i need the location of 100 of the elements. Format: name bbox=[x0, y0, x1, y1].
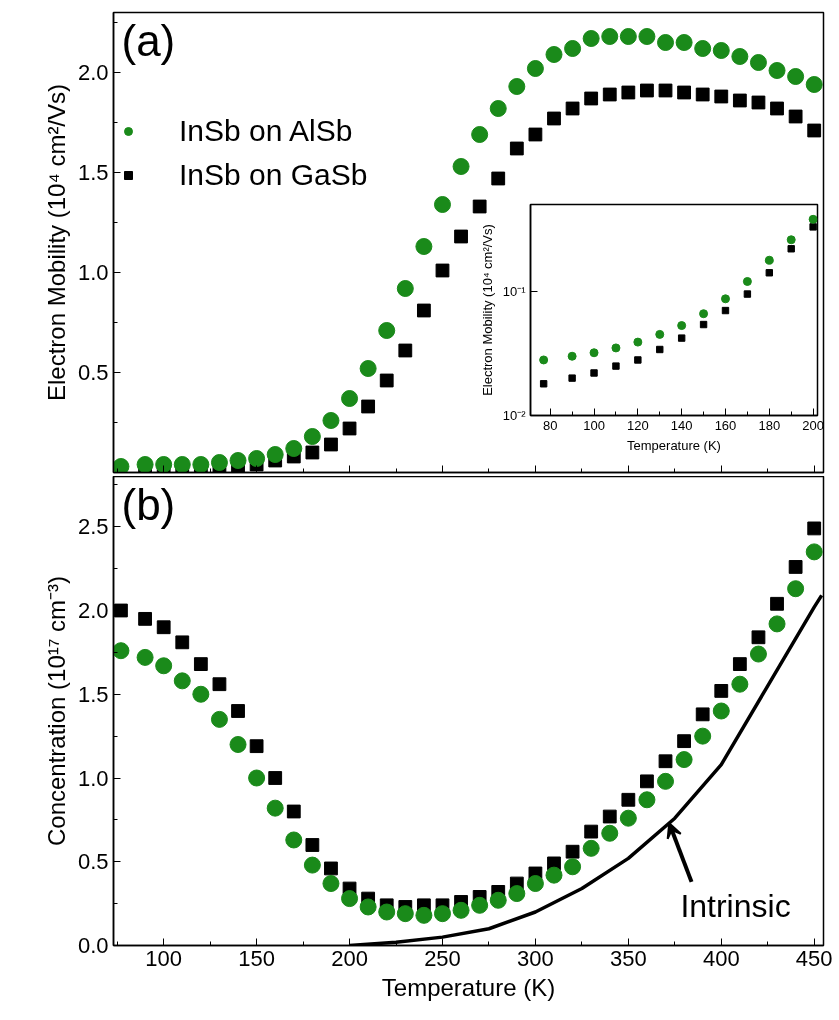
point bbox=[768, 615, 786, 633]
point bbox=[136, 648, 154, 666]
point bbox=[612, 362, 620, 370]
point bbox=[452, 158, 470, 175]
point bbox=[621, 85, 636, 100]
point bbox=[677, 321, 687, 331]
point bbox=[396, 280, 414, 297]
point bbox=[491, 171, 506, 186]
point bbox=[567, 351, 577, 361]
y-tick-label: 0.5 bbox=[77, 849, 109, 875]
point bbox=[699, 320, 708, 329]
point bbox=[712, 42, 730, 59]
point bbox=[601, 28, 619, 45]
point bbox=[415, 238, 433, 255]
point bbox=[471, 126, 489, 143]
point bbox=[619, 28, 637, 45]
point bbox=[712, 702, 730, 720]
x-tick-label: 300 bbox=[517, 945, 554, 971]
point bbox=[398, 343, 413, 358]
x-tick-label: 160 bbox=[714, 417, 737, 433]
point bbox=[452, 901, 470, 919]
point bbox=[582, 30, 600, 47]
point bbox=[229, 736, 247, 753]
point bbox=[675, 751, 693, 769]
point bbox=[547, 111, 561, 126]
point bbox=[249, 739, 264, 754]
point bbox=[526, 875, 544, 893]
point bbox=[699, 309, 709, 319]
point bbox=[568, 374, 576, 382]
point bbox=[489, 891, 507, 909]
point bbox=[266, 799, 284, 817]
point bbox=[788, 560, 803, 574]
annotation: (b) bbox=[121, 479, 176, 529]
point bbox=[565, 844, 580, 859]
point bbox=[341, 390, 359, 407]
point bbox=[361, 399, 376, 414]
point bbox=[192, 685, 210, 703]
y-tick-label: 1.0 bbox=[77, 765, 109, 791]
y-tick-label: 0.5 bbox=[77, 360, 109, 385]
point bbox=[416, 303, 431, 318]
point bbox=[770, 596, 784, 611]
point bbox=[751, 630, 766, 645]
point bbox=[786, 235, 796, 245]
x-tick-label: 180 bbox=[758, 417, 781, 433]
point bbox=[638, 28, 656, 45]
x-tick-label: 120 bbox=[627, 417, 649, 433]
point bbox=[564, 858, 582, 876]
point bbox=[545, 866, 563, 884]
point bbox=[677, 734, 691, 749]
point bbox=[749, 54, 767, 71]
point bbox=[619, 809, 637, 827]
x-tick-label: 100 bbox=[583, 417, 605, 433]
y-tick-label: 1.0 bbox=[77, 260, 109, 285]
point bbox=[749, 645, 767, 663]
point bbox=[322, 875, 340, 893]
y-tick-label: 1.5 bbox=[77, 681, 109, 707]
point bbox=[396, 905, 414, 923]
point bbox=[113, 642, 130, 660]
x-tick-label: 140 bbox=[670, 417, 693, 433]
point bbox=[694, 40, 712, 57]
point bbox=[695, 87, 710, 102]
point bbox=[509, 141, 524, 156]
point bbox=[742, 276, 752, 286]
point bbox=[433, 196, 451, 213]
point bbox=[268, 771, 283, 785]
point bbox=[751, 95, 766, 110]
point bbox=[489, 100, 507, 117]
point bbox=[640, 774, 654, 789]
point bbox=[173, 672, 191, 690]
point bbox=[415, 906, 433, 924]
point bbox=[322, 412, 340, 429]
point bbox=[472, 199, 487, 214]
point bbox=[731, 48, 749, 65]
point bbox=[658, 754, 673, 769]
point bbox=[324, 861, 338, 876]
point bbox=[656, 345, 664, 354]
point bbox=[640, 83, 654, 98]
point bbox=[584, 91, 599, 106]
point bbox=[731, 675, 749, 693]
point bbox=[638, 791, 656, 809]
x-tick-label: 250 bbox=[424, 945, 461, 971]
y-axis-title: Concentration (10¹⁷ cm⁻³) bbox=[42, 575, 70, 847]
x-tick-label: 200 bbox=[802, 417, 824, 433]
y-axis-title: Electron Mobility (10⁴ cm²/Vs) bbox=[479, 224, 495, 396]
point bbox=[528, 127, 543, 142]
point bbox=[341, 890, 359, 908]
point bbox=[324, 437, 338, 452]
x-tick-label: 200 bbox=[331, 945, 368, 971]
point bbox=[231, 704, 245, 718]
point bbox=[378, 903, 396, 921]
point bbox=[305, 838, 320, 852]
point bbox=[248, 769, 266, 787]
point bbox=[611, 343, 621, 353]
point bbox=[764, 255, 774, 265]
point bbox=[657, 34, 675, 51]
legend-label: InSb on AlSb bbox=[179, 114, 353, 148]
point bbox=[359, 898, 377, 916]
annotation: Intrinsic bbox=[680, 887, 791, 924]
point bbox=[602, 87, 617, 102]
point bbox=[210, 454, 228, 471]
